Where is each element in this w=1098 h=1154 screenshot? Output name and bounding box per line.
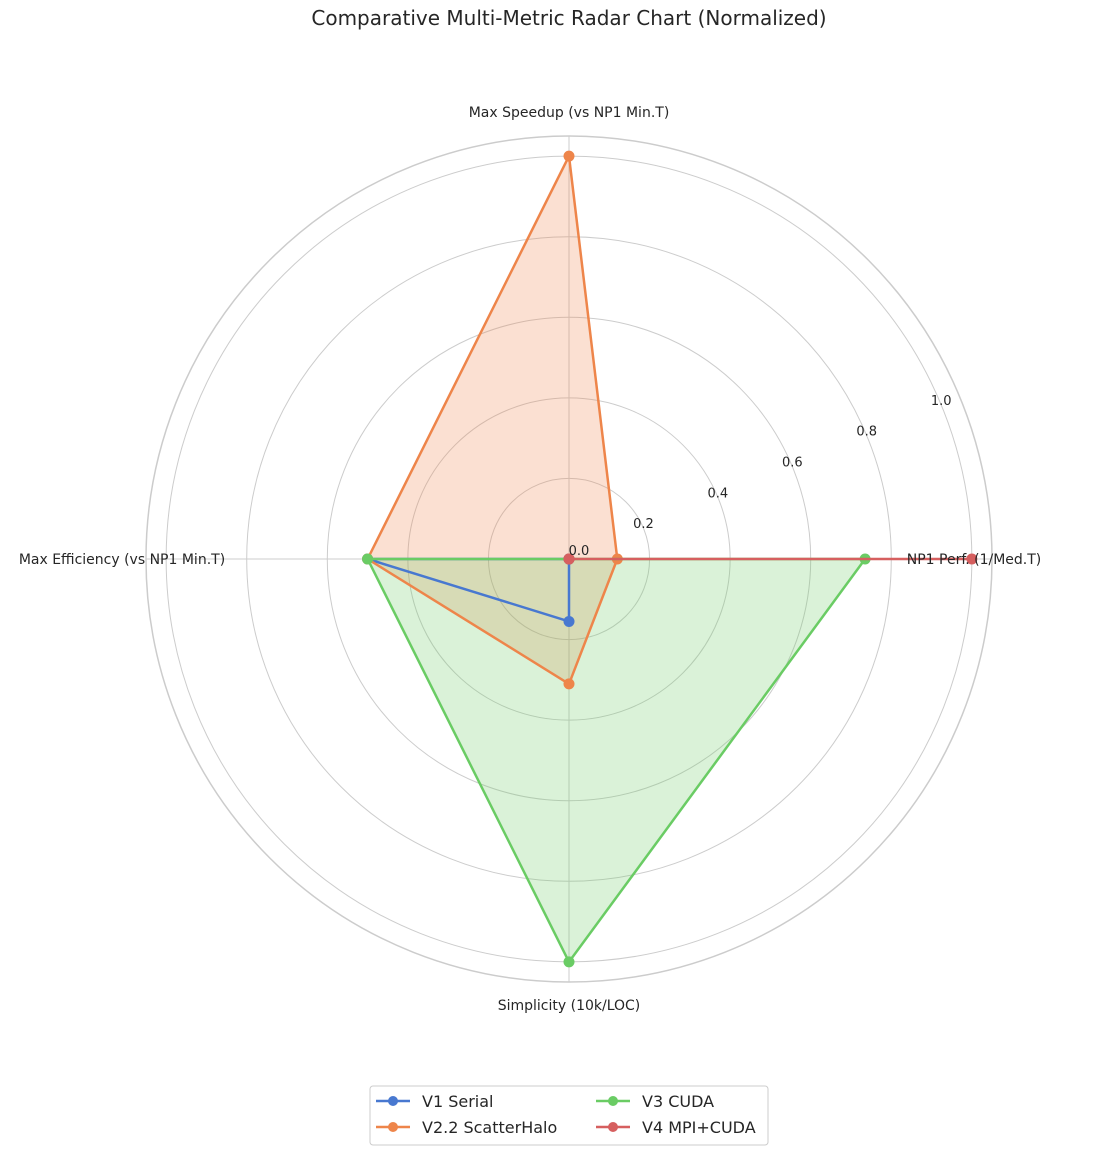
rtick-label-1: 0.2 (633, 517, 654, 532)
series-fill-v3-cuda (367, 559, 866, 962)
axis-label-simplicity: Simplicity (10k/LOC) (498, 998, 641, 1014)
rtick-label-5: 1.0 (931, 394, 952, 409)
series-fill-v2-2-scatterhalo (367, 156, 618, 684)
data-point-v1-serial-simplicity-10k-loc (563, 615, 575, 627)
series-v4-mpi-cuda (563, 553, 978, 565)
legend-marker-v2-scatterhalo (388, 1122, 398, 1132)
data-point-v4-mpi-cuda-simplicity-10k-loc (563, 553, 575, 565)
legend-entry-v2-scatterhalo: V2.2 ScatterHalo (376, 1118, 557, 1137)
rtick-label-3: 0.6 (782, 455, 803, 470)
data-point-v2-2-scatterhalo-max-speedup-vs-np1-min-t (563, 150, 575, 162)
legend-marker-v4-mpi-cuda (608, 1122, 618, 1132)
legend-label-v1-serial: V1 Serial (422, 1092, 493, 1111)
chart-title: Comparative Multi-Metric Radar Chart (No… (311, 6, 826, 30)
legend-entry-v1-serial: V1 Serial (376, 1092, 493, 1111)
data-point-v3-cuda-max-efficiency-vs-np1-min-t (362, 553, 374, 565)
data-point-v2-2-scatterhalo-simplicity-10k-loc (563, 678, 575, 690)
legend-marker-v1-serial (388, 1096, 398, 1106)
series-lines (362, 150, 978, 968)
legend-label-v2-scatterhalo: V2.2 ScatterHalo (422, 1118, 557, 1137)
legend: V1 Serial V2.2 ScatterHalo V3 CUDA V4 MP… (369, 1085, 769, 1146)
rtick-label-4: 0.8 (856, 425, 877, 440)
legend-entry-v3-cuda: V3 CUDA (596, 1092, 714, 1111)
rtick-label-2: 0.4 (708, 486, 729, 501)
rtick-label-0: 0.0 (569, 544, 590, 559)
axis-label-max-speedup: Max Speedup (vs NP1 Min.T) (469, 105, 670, 121)
legend-frame (369, 1085, 769, 1146)
series-fills (367, 156, 866, 962)
data-point-v3-cuda-simplicity-10k-loc (563, 956, 575, 968)
axis-label-np1-perf: NP1 Perf. (1/Med.T) (907, 552, 1042, 568)
legend-marker-v3-cuda (608, 1096, 618, 1106)
legend-label-v3-cuda: V3 CUDA (642, 1092, 714, 1111)
axis-label-max-efficiency: Max Efficiency (vs NP1 Min.T) (19, 552, 225, 568)
legend-entry-v4-mpi-cuda: V4 MPI+CUDA (596, 1118, 756, 1137)
data-point-v4-mpi-cuda-np1-perf-1-med-t (966, 553, 978, 565)
radial-tick-labels: 0.0 0.2 0.4 0.6 0.8 1.0 (569, 394, 952, 559)
legend-label-v4-mpi-cuda: V4 MPI+CUDA (642, 1118, 756, 1137)
